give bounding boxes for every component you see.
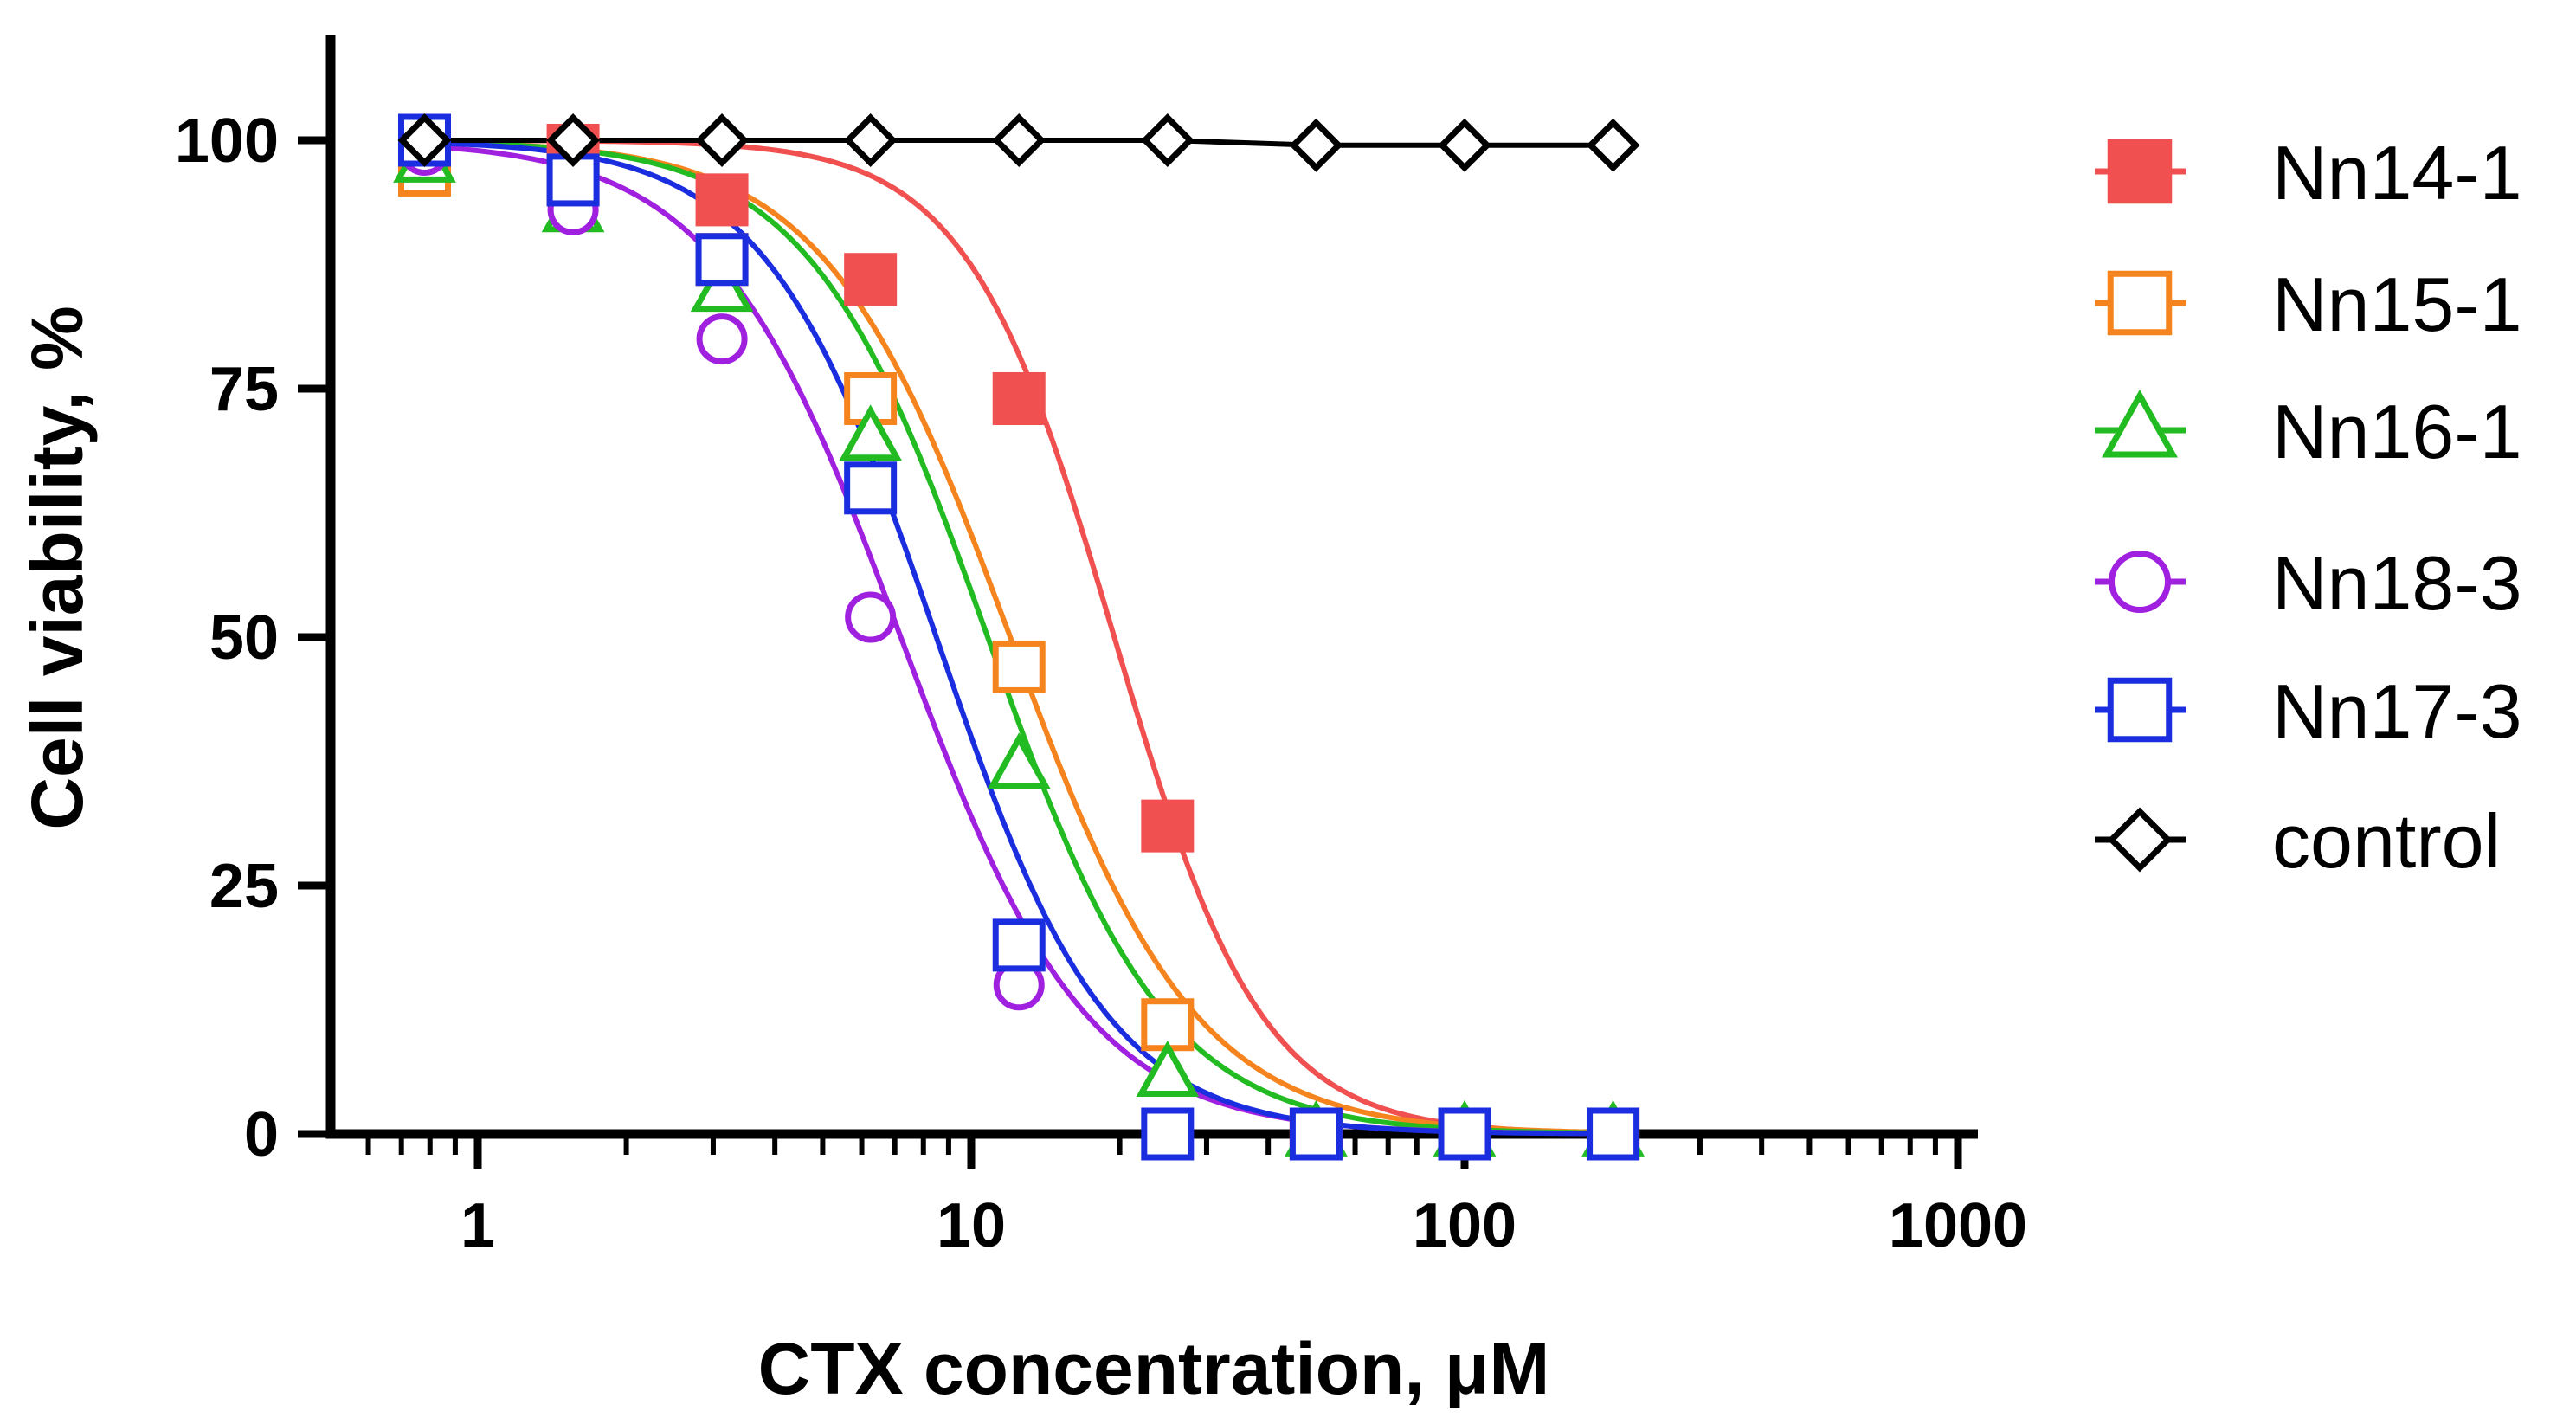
y-tick-label: 25: [209, 852, 279, 921]
legend-label: Nn18-3: [2272, 540, 2522, 626]
fit-curve-Nn16-1: [424, 139, 1613, 1136]
x-tick-label: 1: [460, 1191, 495, 1260]
legend-item: Nn18-3: [2095, 540, 2522, 626]
legend-label: Nn14-1: [2272, 130, 2522, 216]
data-point: [1141, 799, 1195, 853]
data-point: [1586, 118, 1640, 172]
data-point: [992, 918, 1046, 972]
axes: 0 25 50 75 100 1 10 100 1000: [175, 35, 2027, 1260]
data-point: [1587, 1107, 1640, 1161]
data-point: [546, 113, 601, 167]
x-tick-label: 10: [937, 1191, 1006, 1260]
legend-item: control: [2095, 798, 2501, 884]
data-point: [992, 113, 1046, 167]
legend-label: Nn17-3: [2272, 668, 2522, 754]
data-point: [397, 113, 452, 167]
legend-marker: [2107, 270, 2173, 336]
data-point: [695, 233, 749, 287]
data-point: [845, 591, 897, 643]
legend-label: Nn15-1: [2272, 261, 2522, 347]
legend-marker: [2107, 677, 2173, 743]
data-point: [695, 113, 750, 167]
data-point: [695, 173, 749, 227]
data-point: [1141, 998, 1195, 1052]
data-point: [843, 113, 898, 167]
data-markers: [393, 113, 1645, 1161]
data-point: [696, 313, 748, 365]
data-point: [844, 253, 898, 306]
x-tick-label: 100: [1413, 1191, 1517, 1260]
data-point: [1136, 1040, 1200, 1098]
data-point: [844, 461, 898, 515]
legend-item: Nn16-1: [2095, 389, 2522, 474]
legend-marker: [2107, 139, 2173, 204]
y-tick-label: 50: [209, 603, 279, 673]
data-point: [992, 640, 1046, 693]
legend-marker: [2107, 807, 2173, 873]
y-tick-label: 75: [209, 355, 279, 424]
legend-label: Nn16-1: [2272, 389, 2522, 474]
data-point: [1438, 118, 1491, 172]
data-point: [992, 371, 1046, 425]
legend: Nn14-1 Nn15-1 Nn16-1 Nn18-3 Nn17-3 control: [2095, 130, 2522, 884]
data-point: [1289, 1107, 1343, 1161]
data-point: [839, 404, 903, 461]
fit-curve-Nn17-3: [424, 139, 1613, 1137]
data-point: [1289, 118, 1343, 172]
legend-marker: [2109, 551, 2171, 613]
y-tick-label: 100: [175, 106, 279, 176]
legend-label: control: [2272, 798, 2501, 884]
x-tick-label: 1000: [1889, 1191, 2027, 1260]
legend-item: Nn15-1: [2095, 261, 2522, 347]
y-tick-label: 0: [244, 1100, 279, 1169]
data-point: [1141, 1107, 1195, 1161]
series-control: [397, 113, 1640, 172]
data-point: [987, 732, 1051, 789]
x-axis-title: CTX concentration, μM: [758, 1328, 1550, 1409]
legend-item: Nn17-3: [2095, 668, 2522, 754]
data-point: [1140, 113, 1195, 167]
data-point: [1438, 1107, 1491, 1161]
legend-item: Nn14-1: [2095, 130, 2522, 216]
legend-marker: [2102, 389, 2178, 458]
y-axis-title: Cell viability, %: [16, 306, 98, 829]
